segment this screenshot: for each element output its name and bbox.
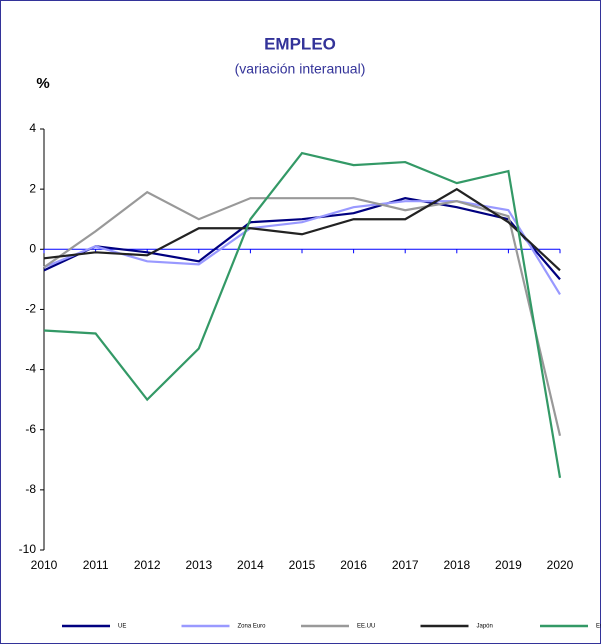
series-line xyxy=(43,187,561,272)
legend-label: España xyxy=(596,624,601,630)
y-tick-label: -2 xyxy=(25,302,36,316)
y-tick-label: -6 xyxy=(25,422,36,436)
y-tick-label: 2 xyxy=(29,181,36,195)
x-tick-label: 2019 xyxy=(495,558,522,572)
x-tick-label: 2018 xyxy=(443,558,470,572)
x-tick-label: 2020 xyxy=(547,558,574,572)
x-tick-label: 2015 xyxy=(289,558,316,572)
series-line xyxy=(43,190,562,436)
x-tick-label: 2012 xyxy=(134,558,161,572)
chart-subtitle: (variación interanual) xyxy=(235,61,366,77)
x-tick-label: 2014 xyxy=(237,558,264,572)
legend-label: UE xyxy=(118,624,126,630)
x-tick-label: 2010 xyxy=(31,558,58,572)
y-tick-label: 0 xyxy=(29,241,36,255)
x-tick-label: 2017 xyxy=(392,558,419,572)
x-tick-label: 2016 xyxy=(340,558,367,572)
legend-label: EE.UU xyxy=(357,624,375,630)
chart-title: EMPLEO xyxy=(264,34,336,53)
y-axis-label: % xyxy=(36,75,49,92)
legend-label: Zona Euro xyxy=(238,624,267,630)
y-tick-label: 4 xyxy=(29,121,36,135)
y-tick-label: -8 xyxy=(25,482,36,496)
series-line xyxy=(43,151,562,479)
series-line xyxy=(43,200,561,295)
y-tick-label: -4 xyxy=(25,362,36,376)
legend-label: Japón xyxy=(477,624,493,630)
x-tick-label: 2011 xyxy=(83,558,109,572)
y-tick-label: -10 xyxy=(19,542,37,556)
x-tick-label: 2013 xyxy=(185,558,212,572)
series-line xyxy=(43,197,561,281)
